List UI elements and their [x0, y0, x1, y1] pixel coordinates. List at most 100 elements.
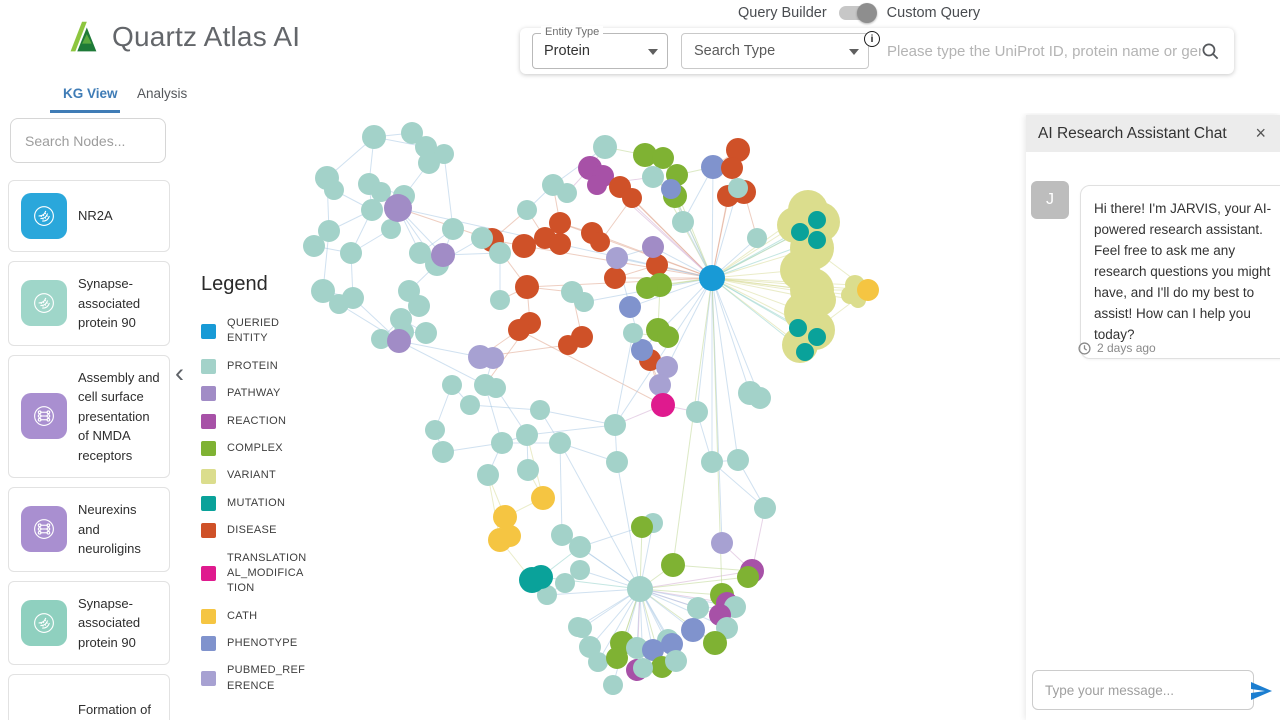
graph-node-mutation[interactable]: [808, 211, 826, 229]
graph-node-disease[interactable]: [604, 267, 626, 289]
graph-node-protein[interactable]: [569, 536, 591, 558]
node-card[interactable]: Neurexins and neuroligins: [8, 487, 170, 572]
node-card[interactable]: Formation of: [8, 674, 170, 720]
send-icon[interactable]: [1249, 679, 1273, 703]
graph-node-protein[interactable]: [517, 459, 539, 481]
graph-node-cath[interactable]: [499, 525, 521, 547]
graph-node-complex[interactable]: [652, 147, 674, 169]
graph-node-protein[interactable]: [728, 178, 748, 198]
graph-node-pathway[interactable]: [384, 194, 412, 222]
graph-node-protein[interactable]: [555, 573, 575, 593]
node-card[interactable]: Assembly and cell surface presentation o…: [8, 354, 170, 478]
graph-node-protein[interactable]: [324, 180, 344, 200]
graph-node-protein[interactable]: [471, 227, 493, 249]
graph-node-protein[interactable]: [593, 135, 617, 159]
close-icon[interactable]: ×: [1255, 123, 1266, 143]
graph-node-protein[interactable]: [530, 400, 550, 420]
search-type-select[interactable]: Search Type: [681, 33, 869, 69]
graph-node-disease[interactable]: [512, 234, 536, 258]
graph-node-protein[interactable]: [701, 451, 723, 473]
graph-node-protein[interactable]: [442, 218, 464, 240]
graph-node-phenotype[interactable]: [619, 296, 641, 318]
graph-node-disease[interactable]: [515, 275, 539, 299]
graph-node-disease[interactable]: [646, 254, 668, 276]
graph-node-disease[interactable]: [622, 188, 642, 208]
graph-node-reaction[interactable]: [587, 175, 607, 195]
graph-node-protein[interactable]: [303, 235, 325, 257]
graph-node-protein[interactable]: [517, 200, 537, 220]
chat-message-input[interactable]: [1032, 670, 1254, 710]
graph-node-phenotype[interactable]: [681, 618, 705, 642]
graph-node-protein[interactable]: [623, 323, 643, 343]
graph-node-cath[interactable]: [531, 486, 555, 510]
graph-node-protein[interactable]: [588, 652, 608, 672]
graph-node-mutation[interactable]: [808, 231, 826, 249]
tab-analysis[interactable]: Analysis: [137, 86, 187, 101]
graph-node-disease[interactable]: [508, 319, 530, 341]
graph-node-protein[interactable]: [672, 211, 694, 233]
graph-node-complex[interactable]: [703, 631, 727, 655]
node-card[interactable]: NR2A: [8, 180, 170, 252]
graph-node-mutation[interactable]: [808, 328, 826, 346]
graph-node-protein[interactable]: [570, 560, 590, 580]
graph-node-pathway[interactable]: [431, 243, 455, 267]
graph-node-phenotype[interactable]: [661, 179, 681, 199]
node-card[interactable]: Synapse-associated protein 90: [8, 261, 170, 346]
graph-node-protein[interactable]: [408, 295, 430, 317]
graph-node-protein[interactable]: [754, 497, 776, 519]
graph-node-protein[interactable]: [491, 432, 513, 454]
graph-node-protein[interactable]: [311, 279, 335, 303]
graph-node-protein[interactable]: [381, 219, 401, 239]
graph-node-protein[interactable]: [486, 378, 506, 398]
graph-node-complex[interactable]: [661, 553, 685, 577]
graph-node-variant[interactable]: [804, 284, 836, 316]
graph-node-protein[interactable]: [371, 182, 391, 202]
graph-node-complex[interactable]: [631, 516, 653, 538]
graph-node-phenotype[interactable]: [642, 639, 664, 661]
collapse-panel-chevron-icon[interactable]: ‹: [175, 358, 184, 388]
graph-node-protein[interactable]: [477, 464, 499, 486]
graph-node-protein[interactable]: [551, 524, 573, 546]
graph-node-protein[interactable]: [749, 387, 771, 409]
search-icon[interactable]: [1201, 42, 1220, 61]
graph-node-protein[interactable]: [604, 414, 626, 436]
graph-node-protein[interactable]: [460, 395, 480, 415]
graph-node-cath[interactable]: [493, 505, 517, 529]
graph-node-protein[interactable]: [489, 242, 511, 264]
graph-node-protein[interactable]: [665, 650, 687, 672]
graph-node-complex[interactable]: [737, 566, 759, 588]
graph-node-protein[interactable]: [442, 375, 462, 395]
graph-node-protein[interactable]: [627, 576, 653, 602]
graph-node-protein[interactable]: [401, 122, 423, 144]
graph-node-mutation[interactable]: [789, 319, 807, 337]
graph-node-disease[interactable]: [721, 157, 743, 179]
switch-knob[interactable]: [856, 3, 877, 23]
entity-type-select[interactable]: Entity Type Protein: [532, 26, 668, 69]
graph-node-disease[interactable]: [590, 232, 610, 252]
graph-node-complex[interactable]: [606, 647, 628, 669]
graph-node-protein[interactable]: [329, 294, 349, 314]
graph-node-protein[interactable]: [516, 424, 538, 446]
graph-node-protein[interactable]: [409, 242, 431, 264]
graph-node-phenotype[interactable]: [661, 633, 683, 655]
graph-node-protein[interactable]: [549, 432, 571, 454]
graph-node-pubmed[interactable]: [656, 356, 678, 378]
graph-node-protein[interactable]: [340, 242, 362, 264]
graph-node-complex[interactable]: [657, 326, 679, 348]
graph-node-complex[interactable]: [636, 277, 658, 299]
graph-node-protein[interactable]: [371, 329, 391, 349]
node-card[interactable]: Synapse-associated protein 90: [8, 580, 170, 665]
graph-node-pathway[interactable]: [642, 236, 664, 258]
graph-node-cath[interactable]: [857, 279, 879, 301]
graph-node-protein[interactable]: [574, 292, 594, 312]
graph-node-mutation[interactable]: [796, 343, 814, 361]
graph-node-protein[interactable]: [727, 449, 749, 471]
graph-node-mutation[interactable]: [529, 565, 553, 589]
graph-nodes[interactable]: [303, 122, 879, 695]
graph-node-pubmed[interactable]: [606, 247, 628, 269]
graph-node-protein[interactable]: [633, 658, 653, 678]
graph-node-pubmed[interactable]: [649, 374, 671, 396]
graph-node-pubmed[interactable]: [482, 347, 504, 369]
graph-node-protein[interactable]: [362, 125, 386, 149]
graph-node-pathway[interactable]: [387, 329, 411, 353]
